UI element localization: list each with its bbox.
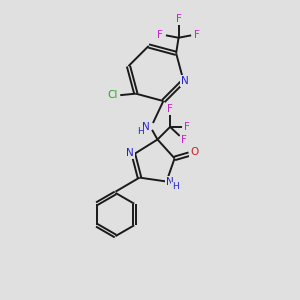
Text: F: F xyxy=(181,135,187,145)
Text: O: O xyxy=(190,147,198,158)
Text: F: F xyxy=(194,30,200,40)
Text: F: F xyxy=(167,104,173,115)
Text: N: N xyxy=(142,122,150,132)
Text: N: N xyxy=(126,148,134,158)
Text: H: H xyxy=(137,128,143,136)
Text: N: N xyxy=(166,177,173,187)
Text: N: N xyxy=(181,76,189,86)
Text: F: F xyxy=(184,122,190,132)
Text: F: F xyxy=(176,14,182,24)
Text: H: H xyxy=(172,182,179,191)
Text: Cl: Cl xyxy=(107,90,118,100)
Text: F: F xyxy=(157,30,163,40)
